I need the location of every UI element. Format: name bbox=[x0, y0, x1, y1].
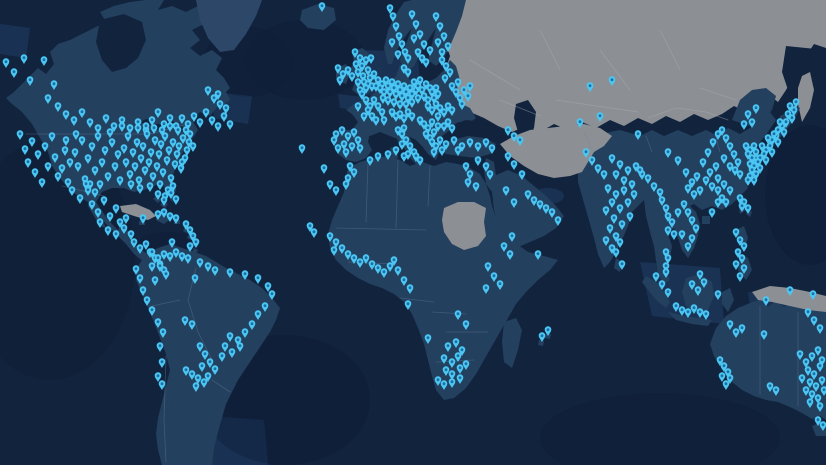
region-russia-central-asia bbox=[444, 0, 826, 132]
region-madagascar bbox=[502, 318, 522, 368]
region-greenland bbox=[196, 0, 262, 52]
region-australia bbox=[710, 299, 826, 420]
region-europe bbox=[346, 60, 476, 160]
region-sulawesi bbox=[722, 288, 734, 312]
region-north-america bbox=[6, 0, 230, 284]
black-sea bbox=[450, 120, 496, 140]
region-kamchatka bbox=[798, 72, 814, 122]
region-iran-afghanistan bbox=[500, 124, 612, 178]
country-borders-gray bbox=[469, 29, 737, 121]
landmasses bbox=[6, 0, 826, 465]
region-arabia bbox=[492, 170, 564, 248]
region-cuba bbox=[120, 204, 156, 220]
region-sumatra bbox=[642, 276, 670, 308]
region-sudan bbox=[442, 202, 486, 250]
hudson-bay bbox=[96, 14, 146, 72]
region-africa bbox=[328, 156, 558, 400]
region-new-guinea bbox=[752, 286, 826, 312]
region-iceland bbox=[300, 4, 336, 30]
region-java bbox=[668, 312, 712, 326]
region-indochina bbox=[644, 174, 700, 284]
region-china bbox=[560, 112, 776, 214]
